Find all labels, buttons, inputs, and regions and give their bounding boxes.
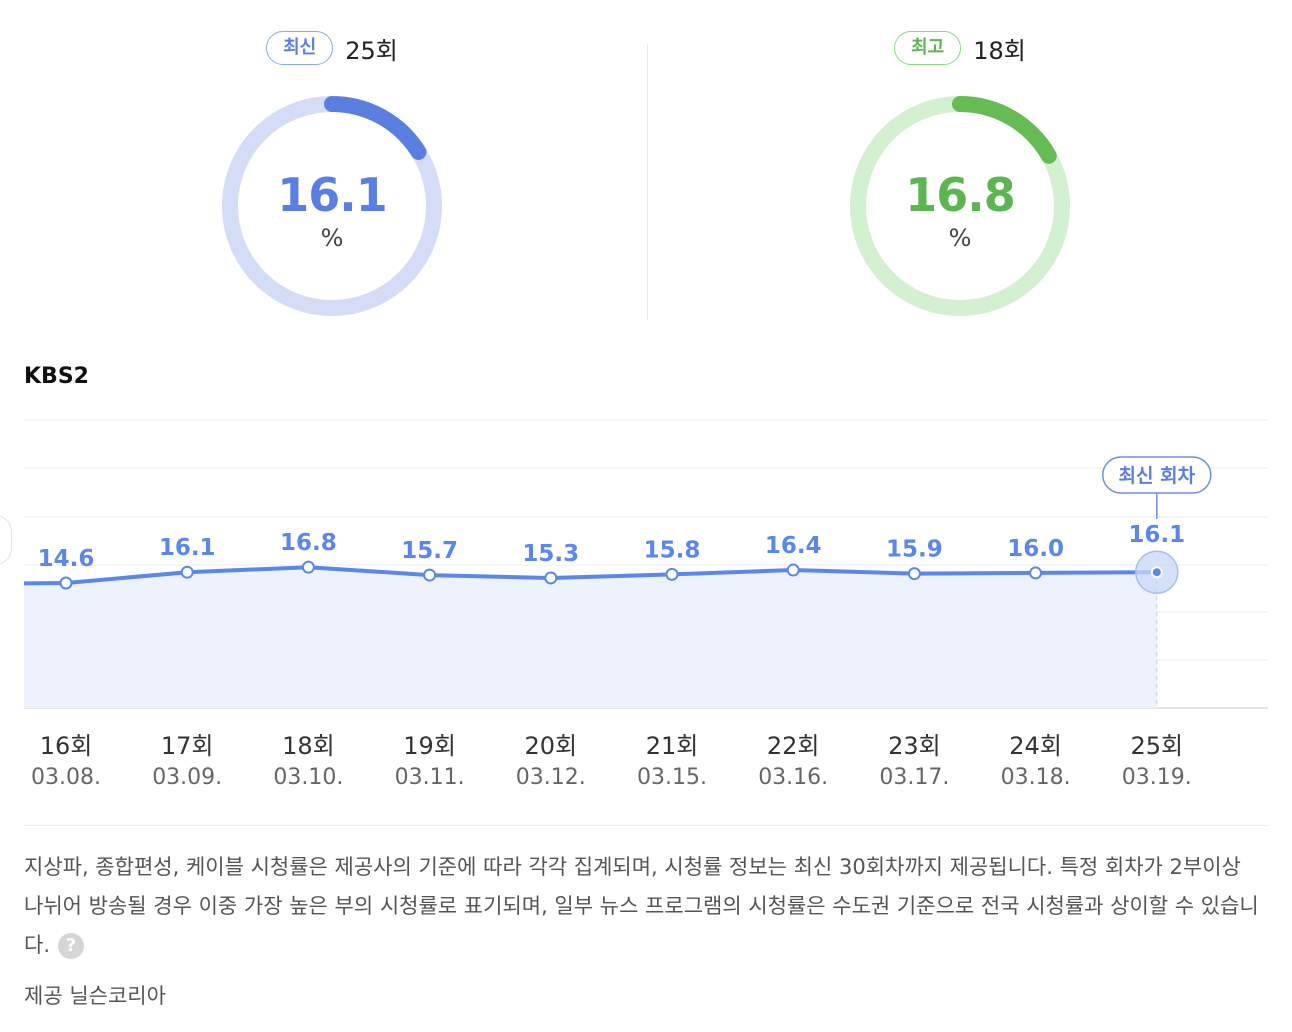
best-gauge-ring	[850, 96, 1070, 316]
episode-label: 23회	[888, 732, 941, 760]
date-label: 03.16.	[758, 765, 829, 790]
data-point	[301, 560, 315, 574]
x-axis-label: 23회 03.17.	[854, 726, 974, 790]
help-icon[interactable]: ?	[58, 933, 84, 959]
chart-marks: 14.6 16.1 16.8 15.7 15.3 15.8 16.4 15.9 16.0 16.1…	[38, 456, 1212, 708]
date-label: 03.19.	[1121, 765, 1192, 790]
latest-rating-unit: %	[320, 224, 344, 252]
best-episode: 18회	[973, 36, 1026, 65]
data-label: 15.9	[886, 537, 943, 563]
date-label: 03.15.	[637, 765, 707, 790]
best-badge: 최고	[894, 31, 962, 65]
data-label: 16.1	[1128, 522, 1185, 548]
latest-gauge-ring	[222, 96, 442, 316]
x-axis-label: 20회 03.12.	[491, 726, 611, 790]
episode-label: 17회	[160, 732, 214, 760]
data-point	[423, 568, 437, 582]
x-axis-label: 21회 03.15.	[612, 726, 732, 790]
latest-badge: 최신	[266, 31, 334, 65]
data-point	[665, 567, 679, 581]
latest-episode: 25회	[345, 36, 398, 65]
ratings-chart: 14.6 16.1 16.8 15.7 15.3 15.8 16.4 15.9 16.0 16.1…	[23, 419, 1268, 709]
data-label: 16.0	[1007, 536, 1064, 562]
series-area	[24, 567, 1157, 708]
latest-gauge: 최신 25회 16.1 %	[132, 28, 532, 328]
date-label: 03.08.	[31, 765, 101, 790]
episode-label: 21회	[645, 732, 699, 760]
best-gauge: 최고 18회 16.8 %	[760, 28, 1160, 328]
date-label: 03.12.	[515, 765, 586, 790]
data-label: 14.6	[38, 546, 95, 572]
date-label: 03.17.	[879, 765, 950, 790]
x-axis-label: 22회 03.16.	[733, 726, 853, 790]
data-label: 16.1	[159, 535, 216, 561]
data-point	[1029, 566, 1043, 580]
data-label: 16.8	[280, 530, 337, 556]
notice-text: 지상파, 종합편성, 케이블 시청률은 제공사의 기준에 따라 각각 집계되며,…	[24, 848, 1264, 965]
latest-rating-value: 16.1	[277, 168, 388, 222]
data-point	[59, 576, 73, 590]
episode-label: 20회	[524, 732, 578, 760]
x-axis-label: 16회 03.08.	[6, 726, 126, 790]
data-point	[544, 571, 558, 585]
section-separator	[24, 825, 1268, 826]
episode-label: 19회	[403, 732, 456, 760]
data-point	[180, 565, 194, 579]
episode-label: 16회	[39, 732, 93, 760]
data-label: 16.4	[765, 533, 822, 559]
episode-label: 24회	[1009, 732, 1062, 760]
data-label: 15.8	[644, 537, 701, 563]
x-axis-label: 24회 03.18.	[976, 726, 1096, 790]
data-source: 제공 닐슨코리아	[24, 984, 166, 1008]
data-point	[907, 567, 921, 581]
date-label: 03.10.	[273, 765, 344, 790]
episode-label: 25회	[1130, 732, 1184, 760]
x-axis-label: 18회 03.10.	[248, 726, 368, 790]
latest-gauge-header: 최신 25회	[132, 28, 532, 68]
gauge-divider	[647, 44, 648, 320]
x-axis-label: 25회 03.19.	[1097, 726, 1217, 790]
latest-episode-tag-label: 최신 회차	[1119, 465, 1196, 487]
episode-label: 18회	[282, 732, 335, 760]
x-axis-label: 17회 03.09.	[127, 726, 247, 790]
best-gauge-arc	[850, 96, 1070, 316]
date-label: 03.18.	[1000, 765, 1071, 790]
date-label: 03.11.	[394, 765, 465, 790]
notice-body: 지상파, 종합편성, 케이블 시청률은 제공사의 기준에 따라 각각 집계되며,…	[24, 855, 1259, 957]
data-label: 15.3	[522, 541, 579, 567]
latest-gauge-arc	[222, 96, 442, 316]
channel-name: KBS2	[24, 364, 89, 389]
best-gauge-header: 최고 18회	[760, 28, 1160, 68]
data-point	[786, 563, 800, 577]
episode-label: 22회	[766, 732, 820, 760]
best-rating-value: 16.8	[905, 168, 1016, 222]
date-label: 03.09.	[152, 765, 223, 790]
data-label: 15.7	[401, 538, 458, 564]
data-point	[1150, 566, 1163, 579]
best-rating-unit: %	[948, 224, 972, 252]
x-axis-label: 19회 03.11.	[370, 726, 490, 790]
